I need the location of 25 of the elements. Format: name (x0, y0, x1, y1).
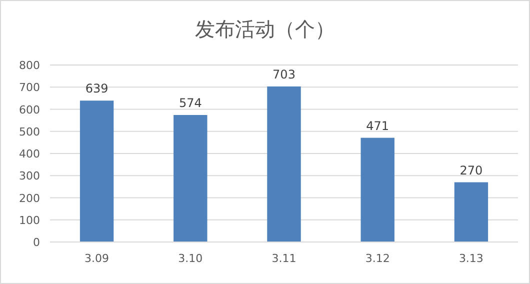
y-tick-label: 800 (19, 59, 40, 72)
bar (454, 182, 488, 242)
chart-title: 发布活动（个） (195, 17, 335, 41)
y-tick-label: 600 (19, 103, 40, 116)
bar (267, 86, 301, 242)
x-tick-label: 3.10 (178, 252, 203, 265)
x-tick-label: 3.11 (272, 252, 296, 265)
y-tick-label: 100 (19, 214, 40, 227)
data-label: 574 (178, 96, 202, 110)
y-tick-label: 700 (19, 81, 40, 94)
bar (360, 138, 394, 242)
y-tick-label: 400 (19, 148, 40, 160)
bar (174, 115, 208, 242)
x-tick-label: 3.12 (365, 252, 390, 265)
data-label: 270 (460, 163, 483, 178)
x-tick-label: 3.09 (84, 252, 110, 265)
y-tick-label: 0 (33, 236, 40, 249)
bar (80, 100, 114, 242)
y-tick-label: 500 (19, 125, 40, 138)
data-label: 639 (85, 82, 108, 96)
y-tick-label: 300 (19, 170, 40, 183)
x-tick-label: 3.13 (458, 252, 484, 265)
data-label: 703 (272, 67, 296, 82)
data-label: 471 (366, 118, 390, 133)
y-tick-label: 200 (19, 192, 40, 205)
